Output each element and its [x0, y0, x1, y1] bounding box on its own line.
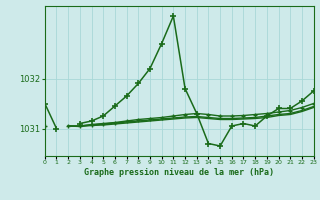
X-axis label: Graphe pression niveau de la mer (hPa): Graphe pression niveau de la mer (hPa): [84, 168, 274, 177]
